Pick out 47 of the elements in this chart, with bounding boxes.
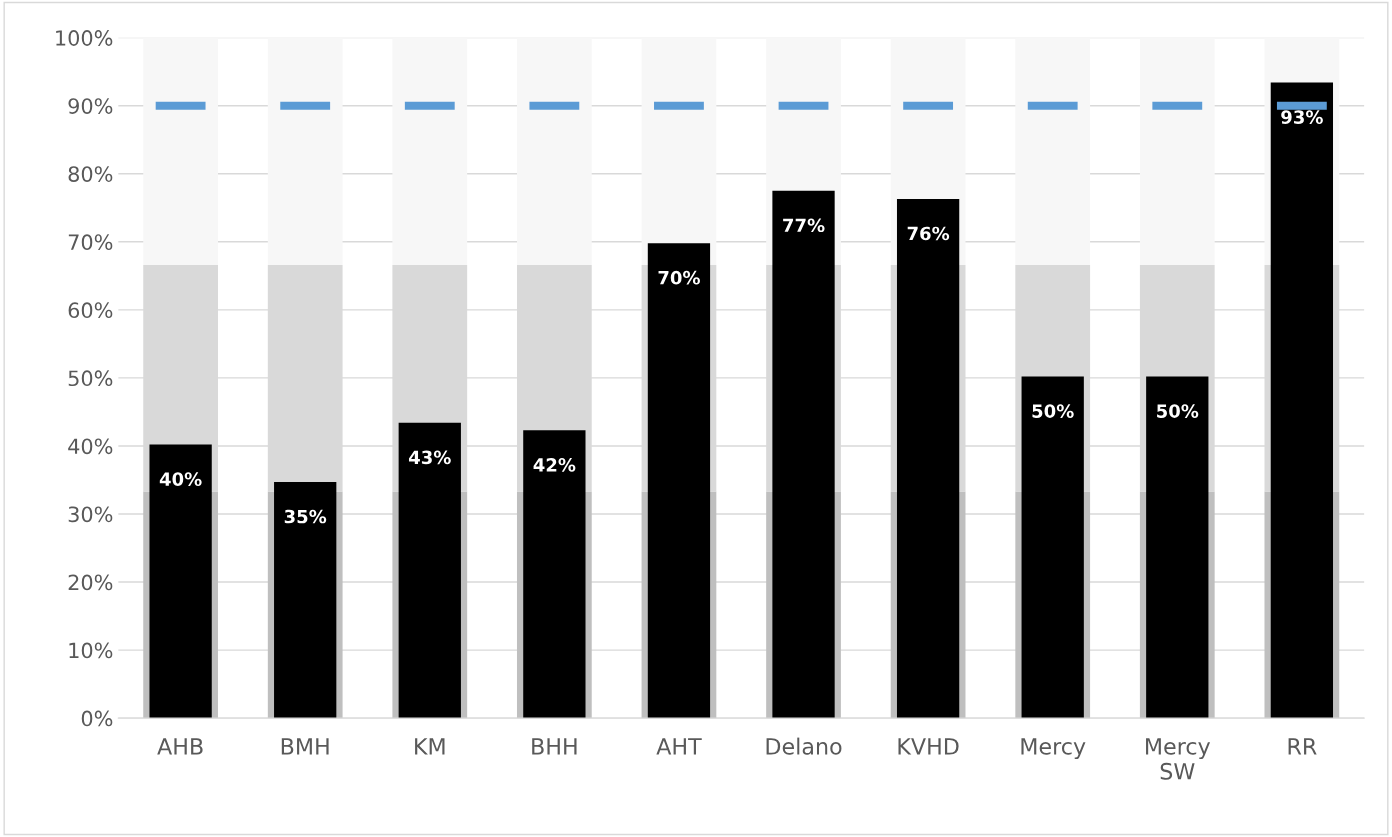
x-tick-label: Delano — [766, 737, 842, 755]
x-tick-label: RR — [1288, 738, 1317, 755]
y-tick-label: 60% — [68, 302, 113, 319]
data-label: 35% — [284, 509, 327, 524]
bar — [398, 422, 461, 719]
y-tick-label: 40% — [68, 438, 113, 455]
x-tick-label: AHT — [656, 738, 702, 755]
y-tick-label: 80% — [68, 166, 113, 182]
x-tick-label: BMH — [281, 738, 329, 755]
bar — [149, 444, 212, 719]
x-tick-label: KVHD — [898, 738, 959, 755]
y-tick-label: 90% — [68, 98, 113, 114]
x-tick-label: AHB — [157, 738, 203, 755]
x-tick-label: Mercy — [1021, 738, 1086, 760]
bar — [903, 101, 954, 110]
bar — [1021, 376, 1084, 719]
bar — [404, 101, 455, 110]
x-tick-label: BHH — [532, 738, 577, 755]
data-label: 50% — [1032, 404, 1074, 418]
bar — [1276, 101, 1327, 110]
bar — [274, 482, 337, 719]
y-tick-label: 0% — [81, 710, 113, 727]
data-label: 40% — [159, 472, 202, 486]
y-tick-label: 100% — [56, 30, 113, 46]
data-label: 42% — [533, 458, 576, 472]
x-tick-label: Mercy SW — [1146, 738, 1211, 780]
bar — [654, 101, 704, 110]
data-label: 43% — [408, 450, 451, 465]
bar — [155, 101, 206, 110]
data-label: 93% — [1281, 110, 1323, 124]
bar — [280, 101, 331, 110]
y-tick-label: 70% — [68, 234, 113, 251]
y-tick-label: 30% — [68, 506, 113, 523]
data-label: 77% — [783, 218, 825, 233]
bar — [1027, 101, 1078, 110]
bar — [529, 101, 580, 110]
bar — [1152, 101, 1203, 110]
x-tick-label: KM — [415, 738, 445, 755]
bar — [1146, 376, 1209, 719]
data-label: 76% — [907, 226, 950, 241]
data-label: 50% — [1157, 404, 1199, 418]
data-label: 70% — [658, 270, 700, 285]
y-tick-label: 20% — [68, 574, 113, 591]
bar — [778, 101, 829, 110]
y-tick-label: 50% — [68, 370, 113, 387]
bar — [523, 430, 586, 719]
y-tick-label: 10% — [69, 642, 113, 659]
